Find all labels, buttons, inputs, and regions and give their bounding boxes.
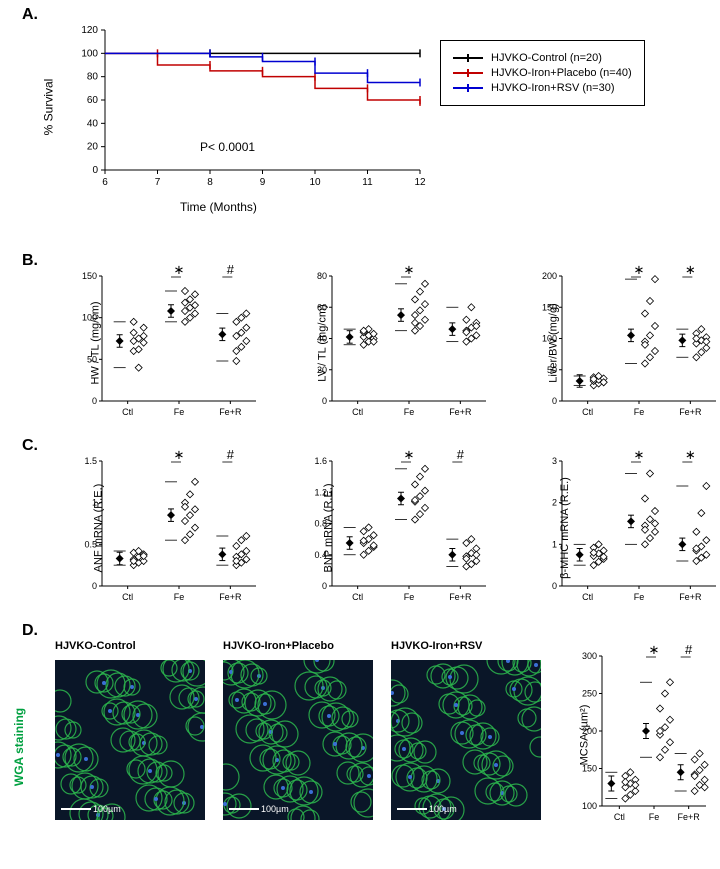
- scale-bar: 100µm: [229, 804, 289, 814]
- svg-text:60: 60: [87, 95, 99, 106]
- svg-text:11: 11: [362, 177, 373, 188]
- scale-bar: 100µm: [397, 804, 457, 814]
- svg-text:∗: ∗: [404, 447, 415, 462]
- panel-a-chart: 0 20 40 60 80 100 120 6 7 8 9 10 11 12: [60, 20, 430, 200]
- panel-a-xlabel: Time (Months): [180, 200, 257, 214]
- svg-text:0: 0: [92, 581, 97, 591]
- legend-item: HJVKO-Control (n=20): [453, 52, 632, 64]
- svg-text:Ctl: Ctl: [582, 592, 593, 602]
- chart-ylabel: BNP mRNA (R.E.): [323, 483, 335, 572]
- scatter-chart: 00.511.5CtlFe∗Fe+R#: [60, 445, 260, 610]
- svg-text:Ctl: Ctl: [582, 407, 593, 417]
- svg-text:0: 0: [552, 581, 557, 591]
- chart-ylabel: HW / TL (mg/cm): [90, 301, 102, 384]
- svg-text:100: 100: [582, 801, 597, 811]
- svg-text:6: 6: [102, 177, 108, 188]
- svg-text:#: #: [685, 642, 693, 657]
- svg-text:12: 12: [414, 177, 426, 188]
- histology-image: 100µm: [55, 660, 205, 820]
- svg-text:Fe: Fe: [634, 592, 645, 602]
- svg-text:Fe: Fe: [404, 592, 415, 602]
- svg-text:20: 20: [87, 142, 99, 153]
- histology-image: 100µm: [223, 660, 373, 820]
- scatter-chart: 0 1 2 3 Ctl Fe ∗ Fe+R ∗: [520, 445, 720, 610]
- histology-label: HJVKO-Iron+RSV: [391, 640, 482, 652]
- scale-bar: 100µm: [61, 804, 121, 814]
- svg-text:∗: ∗: [174, 262, 185, 277]
- panel-d-label: D.: [22, 622, 38, 640]
- svg-text:2: 2: [552, 498, 557, 508]
- svg-text:100: 100: [81, 48, 98, 59]
- svg-text:200: 200: [542, 271, 557, 281]
- svg-text:0: 0: [92, 165, 98, 176]
- svg-text:0: 0: [322, 396, 327, 406]
- chart-ylabel: LV / TL (mg/cm): [317, 304, 329, 381]
- panel-a-pvalue: P< 0.0001: [200, 140, 255, 154]
- histology-image: 100µm: [391, 660, 541, 820]
- svg-text:Fe+R: Fe+R: [219, 592, 242, 602]
- scatter-chart: 00.40.81.21.6CtlFe∗Fe+R#: [290, 445, 490, 610]
- svg-text:1.5: 1.5: [84, 456, 97, 466]
- histology-label: HJVKO-Control: [55, 640, 136, 652]
- panel-a-ylabel: % Survival: [41, 79, 55, 136]
- panel-a-legend: HJVKO-Control (n=20) HJVKO-Iron+Placebo (…: [440, 40, 645, 106]
- chart-ylabel: MCSA (µm²): [578, 705, 590, 766]
- svg-text:7: 7: [155, 177, 161, 188]
- svg-text:∗: ∗: [174, 447, 185, 462]
- chart-ylabel: β-MHC mRNA (R.E.): [559, 477, 571, 579]
- svg-text:Ctl: Ctl: [352, 592, 363, 602]
- svg-text:Fe+R: Fe+R: [449, 407, 472, 417]
- svg-text:#: #: [457, 447, 465, 462]
- svg-text:8: 8: [207, 177, 213, 188]
- svg-text:∗: ∗: [685, 447, 696, 462]
- svg-text:250: 250: [582, 689, 597, 699]
- panel-a-label: A.: [22, 6, 38, 24]
- svg-text:#: #: [227, 447, 235, 462]
- svg-text:80: 80: [87, 72, 99, 83]
- svg-text:Fe: Fe: [634, 407, 645, 417]
- panel-b-label: B.: [22, 252, 38, 270]
- svg-text:Ctl: Ctl: [352, 407, 363, 417]
- svg-text:0: 0: [552, 396, 557, 406]
- svg-text:10: 10: [309, 177, 321, 188]
- svg-text:Ctl: Ctl: [614, 812, 625, 822]
- svg-text:0: 0: [92, 396, 97, 406]
- svg-text:Fe: Fe: [174, 407, 185, 417]
- svg-text:∗: ∗: [685, 262, 696, 277]
- svg-text:Fe: Fe: [649, 812, 660, 822]
- svg-text:1: 1: [552, 539, 557, 549]
- svg-text:9: 9: [260, 177, 266, 188]
- svg-text:Fe+R: Fe+R: [219, 407, 242, 417]
- svg-text:1.6: 1.6: [314, 456, 327, 466]
- legend-item: HJVKO-Iron+RSV (n=30): [453, 82, 632, 94]
- chart-ylabel: Liver/BW (mg/g): [548, 303, 560, 382]
- svg-text:∗: ∗: [404, 262, 415, 277]
- svg-text:150: 150: [82, 271, 97, 281]
- svg-text:∗: ∗: [649, 642, 660, 657]
- svg-text:∗: ∗: [634, 447, 645, 462]
- svg-text:Ctl: Ctl: [122, 407, 133, 417]
- svg-text:#: #: [227, 262, 235, 277]
- svg-text:Fe: Fe: [404, 407, 415, 417]
- panel-c-label: C.: [22, 437, 38, 455]
- svg-text:Fe+R: Fe+R: [679, 407, 702, 417]
- svg-text:Fe+R: Fe+R: [678, 812, 701, 822]
- svg-text:300: 300: [582, 651, 597, 661]
- svg-text:40: 40: [87, 118, 99, 129]
- svg-text:120: 120: [81, 25, 98, 36]
- wga-label: WGA staining: [12, 708, 26, 786]
- legend-item: HJVKO-Iron+Placebo (n=40): [453, 67, 632, 79]
- svg-text:Fe: Fe: [174, 592, 185, 602]
- svg-text:Fe+R: Fe+R: [449, 592, 472, 602]
- svg-text:∗: ∗: [634, 262, 645, 277]
- histology-label: HJVKO-Iron+Placebo: [223, 640, 334, 652]
- svg-text:Fe+R: Fe+R: [679, 592, 702, 602]
- svg-text:Ctl: Ctl: [122, 592, 133, 602]
- chart-ylabel: ANF mRNA (R.E.): [92, 483, 104, 572]
- svg-text:3: 3: [552, 456, 557, 466]
- svg-text:0: 0: [322, 581, 327, 591]
- svg-text:80: 80: [317, 271, 327, 281]
